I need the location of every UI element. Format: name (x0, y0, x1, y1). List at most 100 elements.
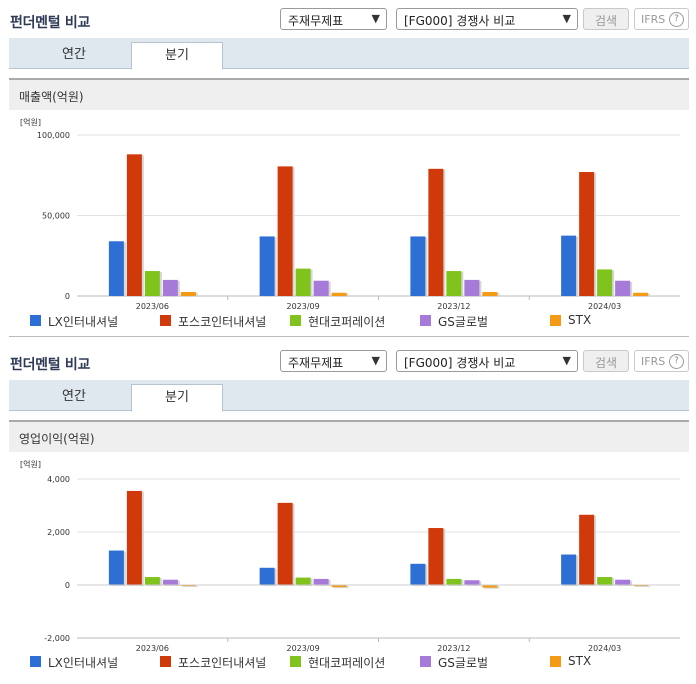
tab-quarterly[interactable]: 분기 (131, 384, 223, 412)
legend-swatch (30, 656, 41, 667)
legend-label: GS글로벌 (438, 656, 489, 670)
revenue-chart: [억원] 0 50,000 100,000 2023/06 2023/09 2023/12 2… (20, 117, 680, 310)
y-tick-label: -2,000 (44, 634, 70, 643)
fundamental-panel-1: 펀더멘털 비교 주재무제표 ▼ [FG000] 경쟁사 비교 ▼ 검색 IFRS… (0, 0, 696, 337)
peer-group-select-value: [FG000] 경쟁사 비교 (404, 356, 516, 370)
statement-select-value: 주재무제표 (288, 356, 344, 370)
y-tick-label: 4,000 (47, 475, 70, 484)
chevron-down-icon: ▼ (371, 354, 380, 367)
legend-swatch (290, 315, 301, 326)
bar (313, 578, 329, 585)
statement-select-value: 주재무제표 (288, 14, 344, 28)
legend-swatch (30, 315, 41, 326)
x-tick-label: 2024/03 (588, 644, 621, 652)
bar (144, 271, 160, 296)
legend-label: STX (568, 654, 592, 668)
legend-swatch (420, 656, 431, 667)
bar (331, 292, 347, 296)
panel-title: 펀더멘털 비교 (10, 357, 91, 373)
tab-annual[interactable]: 연간 (62, 47, 86, 62)
bar (180, 291, 196, 296)
peer-group-select[interactable]: [FG000] 경쟁사 비교 ▼ (396, 8, 578, 30)
bar (259, 567, 275, 585)
bar (482, 585, 498, 588)
search-button[interactable]: 검색 (583, 8, 629, 30)
bar (277, 166, 293, 296)
search-button[interactable]: 검색 (583, 350, 629, 372)
x-tick-label: 2023/09 (287, 644, 320, 652)
unit-label: [억원] (20, 459, 41, 469)
bar (597, 269, 613, 296)
bar (126, 490, 142, 585)
bar (597, 577, 613, 585)
help-icon[interactable]: ? (669, 354, 684, 369)
legend-label: STX (568, 313, 592, 327)
ifrs-button[interactable]: IFRS ? (634, 350, 689, 372)
y-tick-label: 0 (65, 292, 70, 301)
section-title: 매출액(억원) (19, 90, 84, 104)
legend-label: LX인터내셔널 (48, 656, 119, 670)
y-tick-label: 0 (65, 581, 70, 590)
statement-select[interactable]: 주재무제표 ▼ (280, 350, 387, 372)
legend-label: LX인터내셔널 (48, 315, 119, 329)
legend-label: 현대코퍼레이션 (308, 656, 386, 670)
x-tick-label: 2023/06 (136, 644, 169, 652)
statement-select[interactable]: 주재무제표 ▼ (280, 8, 387, 30)
legend-swatch (550, 656, 561, 667)
bar (162, 279, 178, 296)
bar (144, 577, 160, 585)
bar (428, 168, 444, 296)
y-tick-label: 50,000 (42, 212, 70, 221)
bar (633, 292, 649, 296)
bar (295, 577, 311, 585)
legend-swatch (160, 656, 171, 667)
chevron-down-icon: ▼ (562, 354, 571, 367)
bar (579, 172, 595, 296)
x-tick-label: 2023/09 (287, 302, 320, 310)
divider (9, 336, 689, 337)
bar (615, 280, 631, 296)
bar (410, 563, 426, 585)
period-tabs: 연간 분기 (9, 380, 689, 412)
bar (464, 279, 480, 296)
chart-legend: LX인터내셔널 포스코인터내셔널 현대코퍼레이션 GS글로벌 STX (30, 654, 690, 670)
section-header: 영업이익(억원) (9, 420, 689, 452)
chart-legend: LX인터내셔널 포스코인터내셔널 현대코퍼레이션 GS글로벌 STX (30, 313, 690, 329)
x-tick-label: 2023/12 (437, 302, 470, 310)
panel-title: 펀더멘털 비교 (10, 15, 91, 31)
peer-group-select[interactable]: [FG000] 경쟁사 비교 ▼ (396, 350, 578, 372)
legend-label: GS글로벌 (438, 315, 489, 329)
panel-header: 펀더멘털 비교 주재무제표 ▼ [FG000] 경쟁사 비교 ▼ 검색 IFRS… (0, 0, 696, 34)
x-tick-label: 2024/03 (588, 302, 621, 310)
bar-shadow (182, 586, 198, 587)
bar-shadow (635, 586, 651, 587)
bar (331, 585, 347, 588)
help-icon[interactable]: ? (669, 12, 684, 27)
bar (464, 580, 480, 585)
bar (313, 280, 329, 296)
tab-annual[interactable]: 연간 (62, 389, 86, 404)
chevron-down-icon: ▼ (371, 12, 380, 25)
operating-profit-chart: [억원] -2,000 0 2,000 4,000 2023/06 2023/09 2023/… (20, 459, 680, 652)
bar (295, 268, 311, 296)
tab-quarterly[interactable]: 분기 (131, 42, 223, 70)
ifrs-label: IFRS (641, 13, 666, 26)
panel-header: 펀더멘털 비교 주재무제표 ▼ [FG000] 경쟁사 비교 ▼ 검색 IFRS… (0, 342, 696, 376)
legend-swatch (290, 656, 301, 667)
legend-swatch (420, 315, 431, 326)
bar (259, 236, 275, 296)
bar (561, 235, 577, 296)
bar (561, 554, 577, 585)
bar (162, 579, 178, 585)
bar (108, 550, 124, 585)
ifrs-button[interactable]: IFRS ? (634, 8, 689, 30)
unit-label: [억원] (20, 117, 41, 127)
x-tick-label: 2023/12 (437, 644, 470, 652)
bar (579, 514, 595, 585)
legend-label: 포스코인터내셔널 (178, 656, 267, 670)
section-header: 매출액(억원) (9, 78, 689, 110)
bar (446, 578, 462, 585)
bar (410, 236, 426, 296)
legend-label: 포스코인터내셔널 (178, 315, 267, 329)
fundamental-panel-2: 펀더멘털 비교 주재무제표 ▼ [FG000] 경쟁사 비교 ▼ 검색 IFRS… (0, 342, 696, 684)
